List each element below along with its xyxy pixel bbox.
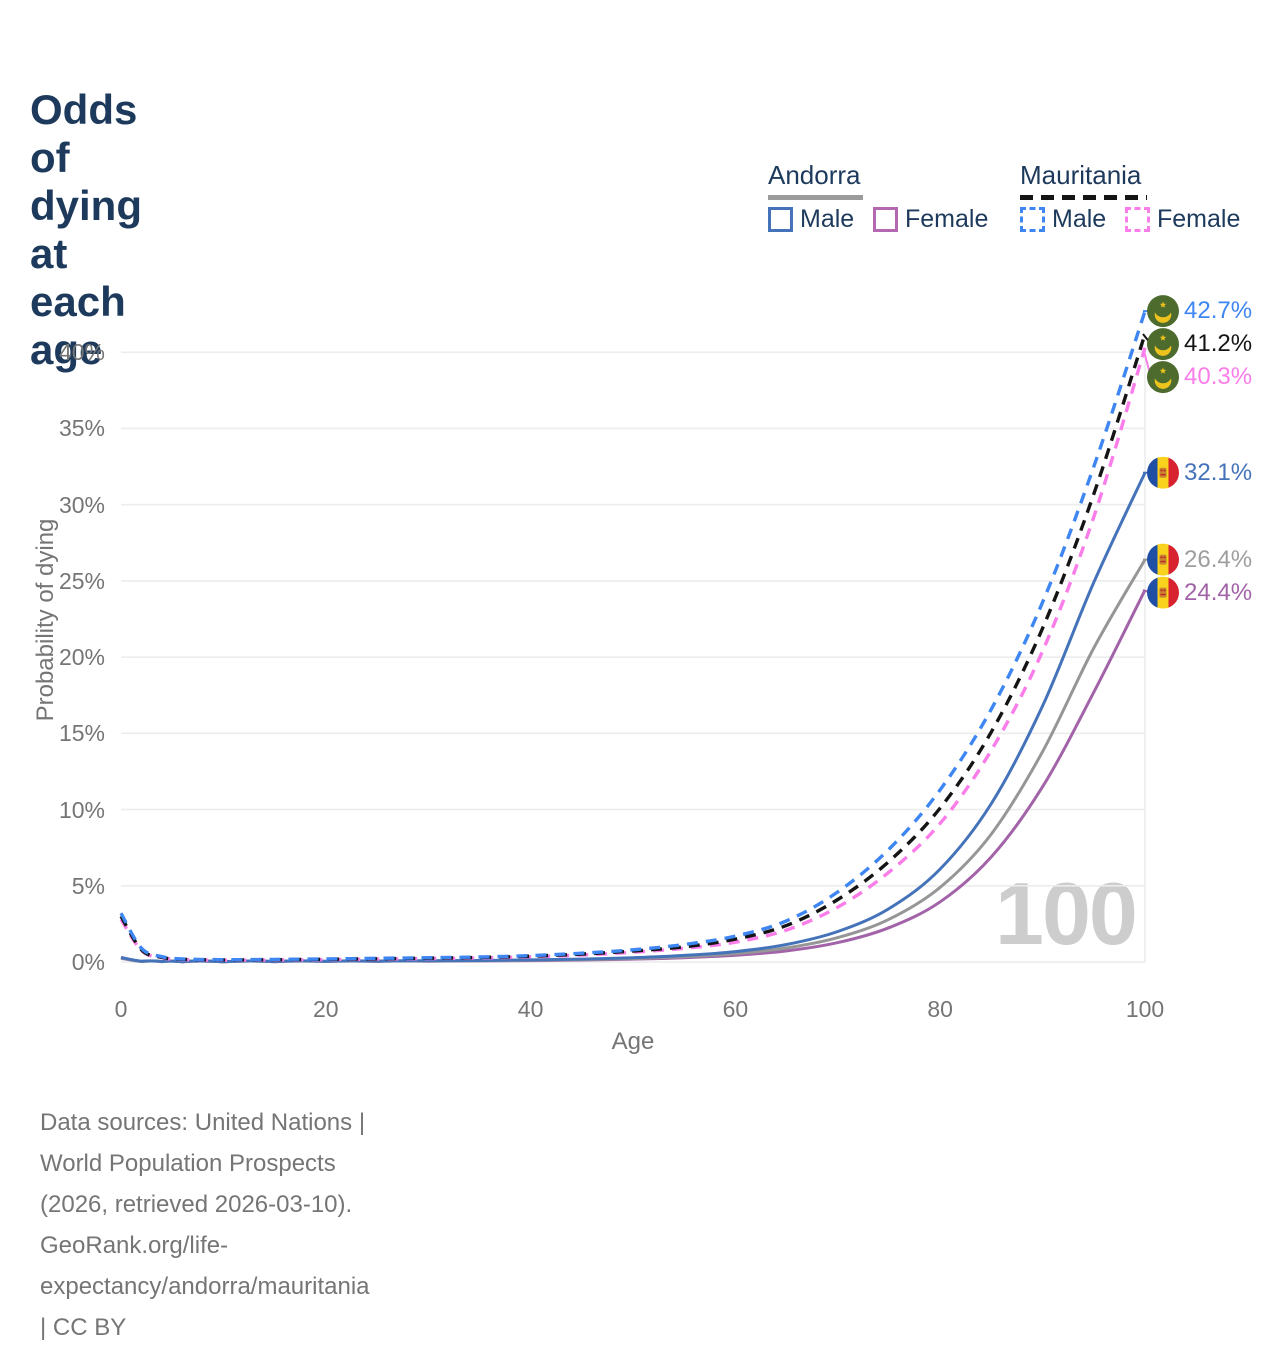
mauritania-male-swatch-icon[interactable] — [1020, 207, 1045, 232]
andorra-solid-line-swatch — [768, 195, 863, 200]
andorra-flag-icon — [1147, 456, 1179, 489]
page-title: Odds of dying at each age — [30, 86, 142, 373]
y-tick-10%: 10% — [58, 796, 105, 823]
y-axis-title: Probability of dying — [32, 518, 59, 722]
end-label-mauritania-female: 40.3% — [1184, 363, 1253, 391]
end-label-andorra-female: 24.4% — [1184, 578, 1253, 606]
legend-item-mauritania-male[interactable]: Male — [1052, 205, 1107, 233]
mauritania-dashed-line-swatch — [1020, 195, 1147, 200]
y-tick-25%: 25% — [58, 567, 105, 594]
line-andorra-male — [120, 472, 1147, 964]
y-tick-0%: 0% — [71, 949, 105, 975]
gridlines — [121, 351, 1146, 963]
x-tick-100: 100 — [1125, 996, 1165, 1022]
x-axis-title: Age — [611, 1028, 655, 1055]
legend-group-andorra[interactable]: Andorra — [768, 160, 861, 190]
line-mauritania-male — [119, 310, 1147, 962]
line-andorra-total — [120, 558, 1147, 964]
chart-canvas — [119, 295, 1179, 964]
age-watermark: 100 — [995, 864, 1138, 963]
mauritania-female-swatch-icon[interactable] — [1125, 207, 1150, 232]
end-label-andorra-male: 32.1% — [1184, 458, 1253, 486]
y-tick-15%: 15% — [58, 720, 105, 747]
x-tick-60: 60 — [722, 996, 749, 1022]
y-tick-5%: 5% — [71, 872, 105, 899]
line-andorra-female — [120, 589, 1147, 964]
x-tick-20: 20 — [313, 996, 339, 1022]
footer-line-2[interactable]: GeoRank.org/life-expectancy/andorra/maur… — [40, 1232, 370, 1341]
line-mauritania-female — [119, 347, 1147, 962]
end-label-mauritania-total: 41.2% — [1184, 330, 1253, 358]
x-tick-0: 0 — [114, 996, 128, 1022]
end-label-andorra-total: 26.4% — [1184, 545, 1253, 573]
legend-item-andorra-female[interactable]: Female — [905, 205, 989, 233]
andorra-male-swatch-icon[interactable] — [768, 207, 793, 232]
mauritania-flag-icon — [1147, 361, 1179, 394]
mauritania-flag-icon — [1147, 328, 1179, 361]
mauritania-flag-icon — [1147, 295, 1179, 328]
y-tick-40%: 40% — [58, 339, 105, 366]
legend-item-mauritania-female[interactable]: Female — [1157, 205, 1241, 233]
footer-line-1: Data sources: United Nations | World Pop… — [40, 1109, 366, 1218]
legend-group-mauritania[interactable]: Mauritania — [1020, 160, 1142, 190]
legend-item-andorra-male[interactable]: Male — [800, 205, 855, 233]
y-tick-35%: 35% — [58, 415, 105, 442]
series-lines — [119, 310, 1147, 964]
end-label-mauritania-male: 42.7% — [1184, 297, 1253, 325]
x-tick-80: 80 — [927, 996, 953, 1022]
andorra-flag-icon — [1147, 576, 1179, 609]
data-source-footer: Data sources: United Nations | World Pop… — [40, 1102, 370, 1348]
y-tick-30%: 30% — [58, 491, 105, 518]
y-tick-20%: 20% — [58, 644, 105, 671]
andorra-flag-icon — [1147, 543, 1179, 576]
x-tick-40: 40 — [517, 996, 544, 1022]
andorra-female-swatch-icon[interactable] — [873, 207, 898, 232]
flag-icons — [1147, 295, 1179, 609]
